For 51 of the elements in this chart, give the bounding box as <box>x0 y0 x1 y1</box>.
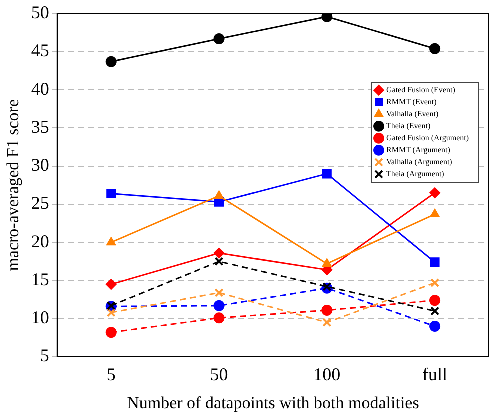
x-axis-title: Number of datapoints with both modalities <box>127 393 420 412</box>
point <box>322 14 333 22</box>
point <box>430 188 441 199</box>
y-tick-label: 40 <box>31 78 50 99</box>
point <box>106 327 117 338</box>
point <box>214 300 225 312</box>
point <box>214 257 224 266</box>
point <box>322 304 333 316</box>
legend-label: Gated Fusion (Event) <box>386 86 456 95</box>
legend-label: Valhalla (Event) <box>386 110 440 119</box>
x-tick-label: 5 <box>106 364 116 385</box>
point <box>106 237 116 246</box>
point <box>214 190 224 200</box>
point <box>430 320 441 332</box>
y-tick-label: 35 <box>31 116 50 137</box>
y-tick-label: 30 <box>31 155 50 176</box>
y-tick-label: 50 <box>31 2 50 23</box>
point <box>322 169 332 179</box>
legend-label: Gated Fusion (Argument) <box>386 134 470 143</box>
legend-label: Valhalla (Argument) <box>386 158 453 167</box>
point <box>106 56 117 68</box>
point <box>106 308 116 318</box>
x-tick-label: full <box>422 364 448 385</box>
legend-label: Theia (Argument) <box>386 170 445 179</box>
point <box>214 248 225 259</box>
y-axis-title: macro-averaged F1 score <box>4 99 23 272</box>
point <box>322 318 332 328</box>
point <box>430 295 441 306</box>
point <box>430 258 440 268</box>
y-tick-label: 25 <box>31 193 50 214</box>
y-tick-label: 5 <box>40 346 50 366</box>
legend-label: Theia (Event) <box>386 122 432 131</box>
point <box>430 306 440 316</box>
point <box>214 288 224 298</box>
point <box>214 33 225 44</box>
x-tick-label: 100 <box>314 364 341 385</box>
point <box>430 43 441 54</box>
point <box>430 208 440 218</box>
x-tick-label: 50 <box>210 364 228 385</box>
y-tick-label: 15 <box>31 269 50 290</box>
point <box>106 279 117 290</box>
legend-label: RMMT (Argument) <box>386 146 451 155</box>
point <box>106 189 116 199</box>
legend-label: RMMT (Event) <box>386 98 438 107</box>
y-tick-label: 20 <box>31 231 50 252</box>
point <box>430 278 440 288</box>
y-tick-label: 10 <box>31 308 50 328</box>
point <box>322 282 332 292</box>
y-tick-label: 45 <box>31 40 50 61</box>
point <box>214 312 225 324</box>
point <box>322 258 332 267</box>
